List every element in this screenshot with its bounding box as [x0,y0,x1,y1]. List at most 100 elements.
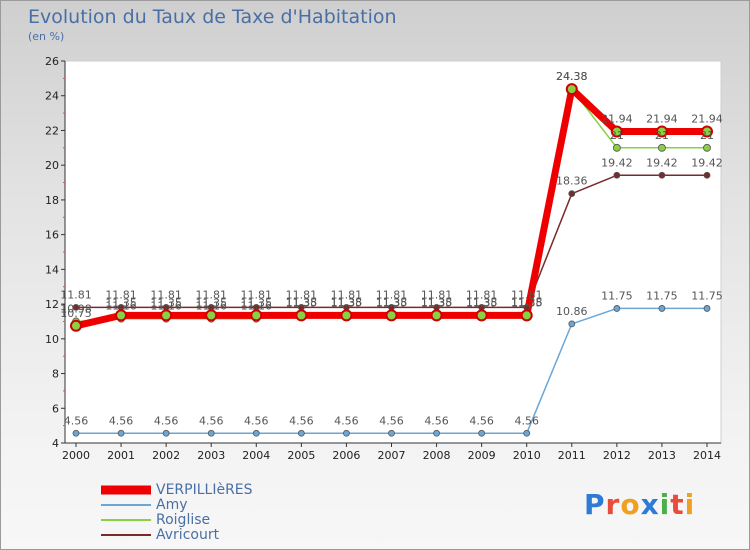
x-tick-label: 2004 [242,449,270,462]
x-tick-label: 2003 [197,449,225,462]
data-point [117,429,125,437]
y-tick-label: 6 [52,402,59,415]
data-label: 11.16 [195,300,227,313]
data-label: 21.94 [646,112,678,125]
data-label: 11.38 [376,296,408,309]
data-point [72,429,80,437]
data-label: 11.75 [601,289,633,302]
data-label: 10.98 [60,302,92,315]
data-point [703,305,711,312]
data-label: 11.81 [331,288,363,301]
data-point [343,429,350,437]
y-tick-label: 26 [45,55,59,68]
data-point [703,171,711,179]
data-label: 11.81 [150,288,182,301]
x-tick-label: 2002 [152,449,180,462]
data-label: 11.81 [421,288,453,301]
data-point [70,319,82,332]
data-point [388,429,395,437]
data-label: 11.75 [646,289,678,302]
data-point [250,309,263,322]
x-tick-label: 2001 [107,449,135,462]
data-label: 11.16 [150,300,182,313]
data-point [252,429,260,437]
data-point [565,83,578,96]
data-label: 11.81 [60,288,92,301]
y-tick-label: 12 [45,298,59,311]
data-point [658,143,666,152]
data-label: 11.35 [421,296,453,309]
x-tick-label: 2010 [513,449,541,462]
y-tick-label: 10 [45,333,59,346]
logo-letter: r [605,488,621,521]
x-tick-label: 2000 [62,449,90,462]
legend-label: Amy [156,497,188,513]
data-label: 4.56 [109,414,134,427]
data-label: 21 [610,129,624,142]
data-label: 4.56 [514,414,539,427]
data-label: 10.86 [556,305,588,318]
data-label: 11.35 [105,296,137,309]
y-tick-label: 20 [45,159,59,172]
data-label: 11.38 [511,296,543,309]
data-label: 4.56 [154,414,179,427]
data-label: 11.81 [466,288,498,301]
data-point [475,309,488,322]
legend-label: Roiglise [156,512,210,528]
data-label: 11.35 [241,296,273,309]
x-tick-label: 2011 [558,449,586,462]
logo-letter: x [640,488,660,521]
data-label: 11.35 [376,296,408,309]
data-label: 19.42 [646,156,678,169]
data-point [205,309,218,322]
data-label: 19.42 [601,156,633,169]
y-tick-label: 8 [52,368,59,381]
data-point [658,305,666,312]
data-label: 21.94 [601,112,633,125]
data-point [520,309,533,322]
data-label: 4.56 [469,414,494,427]
chart-title: Evolution du Taux de Taxe d'Habitation [28,6,397,28]
data-point [433,429,440,437]
x-tick-label: 2012 [603,449,631,462]
data-point [701,125,713,138]
data-point [610,125,623,138]
data-point [207,429,215,437]
data-label: 11.38 [466,296,498,309]
data-point [162,429,170,437]
data-label: 4.56 [64,414,89,427]
legend-label: Avricourt [156,527,220,543]
data-point [115,309,128,322]
data-point [568,320,576,328]
x-tick-label: 2005 [287,449,315,462]
x-tick-label: 2009 [468,449,496,462]
x-tick-label: 2006 [332,449,360,462]
data-point [72,303,80,311]
data-label: 21.94 [691,112,723,125]
data-label: 24.38 [556,70,588,83]
y-tick-label: 22 [45,124,59,137]
data-label: 11.81 [286,288,318,301]
data-point [385,309,398,322]
data-label: 11.81 [376,288,408,301]
data-label: 11.16 [241,300,273,313]
y-tick-label: 14 [45,263,59,276]
y-tick-label: 18 [45,194,59,207]
data-label: 4.56 [379,414,404,427]
data-label: 4.56 [244,414,269,427]
data-label: 11.38 [421,296,453,309]
x-tick-label: 2013 [648,449,676,462]
data-point [613,305,621,312]
data-label: 11.75 [691,289,723,302]
data-label: 18.36 [556,175,588,188]
data-label: 11.35 [331,296,363,309]
chart-unit: (en %) [28,30,65,43]
data-label: 10.75 [60,307,92,320]
data-label: 4.56 [289,414,314,427]
data-point [478,429,486,437]
legend-label: VERPILLIèRES [156,482,253,498]
logo-letter: i [659,488,671,521]
data-label: 21 [655,129,669,142]
